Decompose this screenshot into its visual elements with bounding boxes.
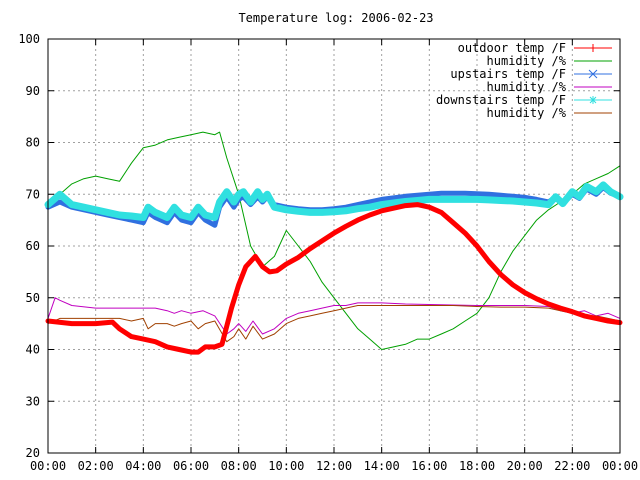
y-tick-label: 40 xyxy=(26,343,40,357)
x-tick-label: 20:00 xyxy=(507,459,543,473)
series-line-3 xyxy=(47,297,621,335)
y-tick-label: 70 xyxy=(26,187,40,201)
series-line-1 xyxy=(47,131,621,350)
legend-label: humidity /% xyxy=(487,54,567,68)
x-tick-label: 10:00 xyxy=(268,459,304,473)
legend-marker-plus xyxy=(589,44,597,52)
legend-label: humidity /% xyxy=(487,80,567,94)
legend-label: upstairs temp /F xyxy=(450,67,566,81)
x-tick-label: 00:00 xyxy=(30,459,66,473)
series-line-0 xyxy=(45,202,623,355)
x-tick-label: 06:00 xyxy=(173,459,209,473)
x-tick-label: 00:00 xyxy=(602,459,638,473)
series-lines xyxy=(44,131,624,355)
y-axis-ticks: 20 30 40 50 60 70 80 90 100 xyxy=(18,32,620,460)
y-tick-label: 50 xyxy=(26,291,40,305)
x-axis-ticks: 00:00 02:00 04:00 06:00 08:00 10:00 12:00 14:00… xyxy=(30,39,638,473)
legend-label: downstairs temp /F xyxy=(436,93,566,107)
legend-marker-cross xyxy=(588,69,598,79)
x-tick-label: 22:00 xyxy=(554,459,590,473)
x-tick-label: 16:00 xyxy=(411,459,447,473)
x-tick-label: 08:00 xyxy=(221,459,257,473)
x-tick-label: 18:00 xyxy=(459,459,495,473)
legend-label: humidity /% xyxy=(487,106,567,120)
legend-marker-star xyxy=(589,96,597,104)
y-tick-label: 80 xyxy=(26,136,40,150)
y-tick-label: 60 xyxy=(26,239,40,253)
series-line-4 xyxy=(44,181,624,221)
y-tick-label: 100 xyxy=(18,32,40,46)
x-tick-label: 12:00 xyxy=(316,459,352,473)
x-tick-label: 14:00 xyxy=(364,459,400,473)
chart-title: Temperature log: 2006-02-23 xyxy=(238,11,433,25)
series-line-5 xyxy=(47,305,621,343)
y-tick-label: 30 xyxy=(26,394,40,408)
legend-label: outdoor temp /F xyxy=(458,41,566,55)
y-tick-label: 20 xyxy=(26,446,40,460)
plot-frame xyxy=(47,38,621,454)
y-tick-label: 90 xyxy=(26,84,40,98)
x-tick-label: 04:00 xyxy=(125,459,161,473)
x-tick-label: 02:00 xyxy=(78,459,114,473)
